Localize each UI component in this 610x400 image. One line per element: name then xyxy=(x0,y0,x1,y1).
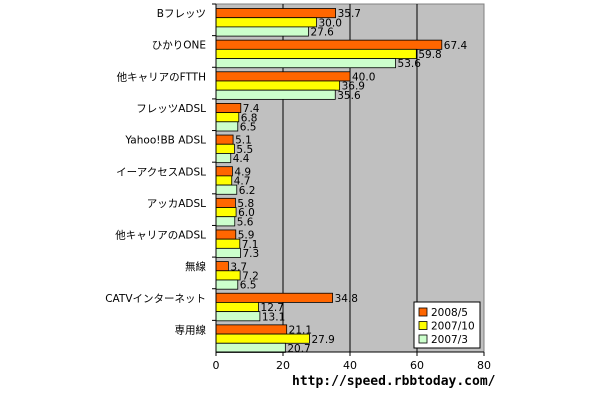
data-label: 13.1 xyxy=(262,311,285,323)
bar xyxy=(215,103,242,114)
data-label: 36.9 xyxy=(342,81,365,93)
data-label: 40.0 xyxy=(352,71,375,83)
bar xyxy=(215,8,336,19)
data-label: 12.7 xyxy=(261,302,284,314)
bar xyxy=(215,134,234,145)
data-label: 20.7 xyxy=(287,343,310,355)
x-tick-label: 20 xyxy=(276,359,290,372)
data-label: 7.1 xyxy=(242,239,259,251)
source-url: http://speed.rbbtoday.com/ xyxy=(292,374,496,389)
data-label: 6.2 xyxy=(239,185,256,197)
bar xyxy=(215,48,417,59)
bar xyxy=(215,17,317,28)
category-label: Bフレッツ xyxy=(157,8,206,20)
bar xyxy=(215,302,259,313)
bar xyxy=(215,247,241,258)
bar xyxy=(215,153,232,164)
category-label: CATVインターネット xyxy=(105,293,206,305)
category-label: イーアクセスADSL xyxy=(116,166,206,178)
category-label: Yahoo!BB ADSL xyxy=(124,135,206,147)
bar xyxy=(215,197,236,208)
bar xyxy=(215,112,240,123)
data-label: 59.8 xyxy=(418,49,441,61)
data-label: 5.1 xyxy=(235,135,252,147)
data-label: 30.0 xyxy=(319,17,342,29)
x-tick-label: 40 xyxy=(343,359,357,372)
legend-label: 2008/5 xyxy=(431,307,468,319)
bar xyxy=(215,71,351,82)
bar xyxy=(215,121,239,132)
category-label: 他キャリアのFTTH xyxy=(117,70,206,83)
data-label: 5.6 xyxy=(237,216,254,228)
data-label: 6.8 xyxy=(241,112,258,124)
legend-swatch xyxy=(418,307,428,317)
bar xyxy=(215,261,229,272)
data-label: 7.3 xyxy=(242,248,259,260)
category-label: 無線 xyxy=(185,260,206,273)
bar xyxy=(215,39,443,50)
data-label: 5.8 xyxy=(237,198,254,210)
bar xyxy=(215,229,237,240)
data-label: 53.6 xyxy=(398,58,422,70)
data-label: 7.4 xyxy=(243,103,260,115)
bar xyxy=(215,175,233,186)
data-label: 5.5 xyxy=(236,144,253,156)
data-label: 35.6 xyxy=(337,90,361,102)
bar xyxy=(215,207,237,218)
data-label: 34.8 xyxy=(335,293,358,305)
category-label: 他キャリアのADSL xyxy=(115,229,206,242)
bar xyxy=(215,216,236,227)
legend-label: 2007/3 xyxy=(431,334,468,346)
data-label: 35.7 xyxy=(338,8,361,20)
data-label: 21.1 xyxy=(289,325,312,337)
bar xyxy=(215,279,239,290)
bar xyxy=(215,89,336,100)
x-tick-label: 80 xyxy=(477,359,491,372)
data-label: 27.6 xyxy=(310,27,334,39)
legend-swatch xyxy=(418,334,428,344)
bar xyxy=(215,311,261,322)
data-label: 7.2 xyxy=(242,270,259,282)
data-label: 5.9 xyxy=(238,230,255,242)
legend-label: 2007/10 xyxy=(431,321,475,333)
bar xyxy=(215,143,235,154)
category-label: ひかりONE xyxy=(152,40,206,52)
category-label: フレッツADSL xyxy=(136,103,206,115)
data-label: 3.7 xyxy=(230,261,247,273)
data-label: 4.4 xyxy=(233,153,250,165)
legend-swatch xyxy=(418,321,428,330)
x-tick-label: 60 xyxy=(410,359,424,372)
category-label: 専用線 xyxy=(175,323,207,336)
data-label: 4.7 xyxy=(234,176,251,188)
bar xyxy=(215,80,341,91)
data-label: 4.9 xyxy=(234,166,251,178)
data-label: 6.5 xyxy=(240,122,257,134)
data-label: 67.4 xyxy=(444,40,468,52)
data-label: 6.0 xyxy=(238,207,255,219)
bar xyxy=(215,342,286,353)
bar xyxy=(215,292,333,303)
data-label: 27.9 xyxy=(311,334,334,346)
bar xyxy=(215,26,309,37)
x-tick-label: 0 xyxy=(213,359,220,372)
data-label: 6.5 xyxy=(240,280,257,292)
bar xyxy=(215,324,288,335)
bar xyxy=(215,166,233,177)
bar xyxy=(215,238,241,249)
category-label: アッカADSL xyxy=(147,198,206,210)
bar xyxy=(215,58,396,69)
